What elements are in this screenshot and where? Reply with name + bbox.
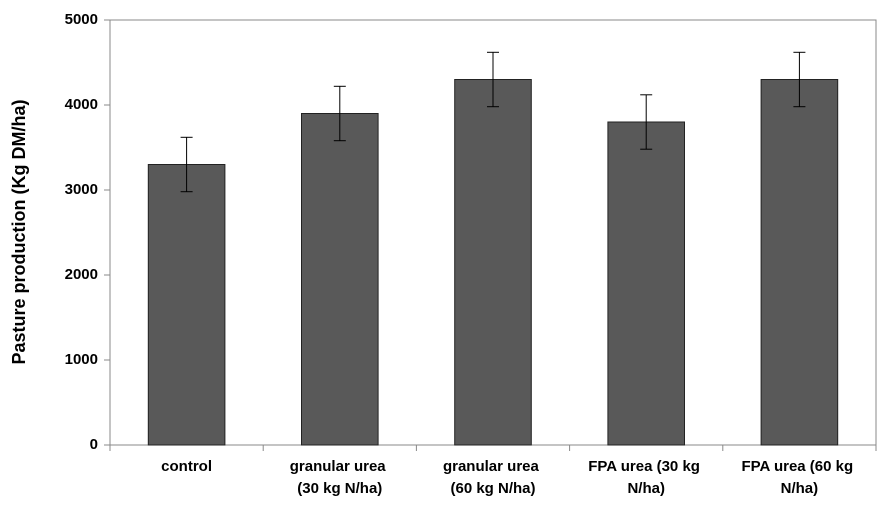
bar [147,164,226,446]
bar [301,113,379,446]
y-tick-label: 4000 [65,96,98,113]
error-bar [333,85,346,142]
error-bar [487,51,499,108]
x-tick-label: FPA urea (60 kg N/ha) [741,458,857,497]
x-tick-label: FPA urea (30 kg N/ha) [588,458,704,497]
bar [607,121,686,446]
y-tick-label: 3000 [65,181,98,198]
x-tick-label: control [161,458,212,475]
y-tick-label: 1000 [65,351,98,368]
x-tick-label: granular urea (30 kg N/ha) [290,458,390,497]
bar [760,79,839,446]
error-bar [180,136,193,193]
y-tick-label: 0 [90,436,98,453]
y-tick-label: 5000 [65,11,98,28]
x-tick-label: granular urea (60 kg N/ha) [443,458,543,497]
bar [454,79,532,446]
y-axis-label: Pasture production (Kg DM/ha) [9,99,29,364]
y-tick-label: 2000 [65,266,98,283]
error-bar [793,51,806,108]
error-bar [640,94,653,150]
